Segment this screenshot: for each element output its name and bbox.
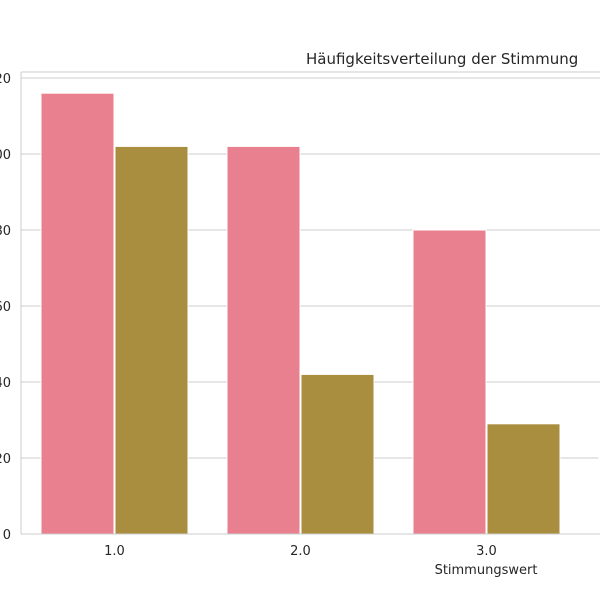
y-tick-label-40: 40 xyxy=(0,376,11,391)
bar-2.0-series-1 xyxy=(226,145,301,535)
y-tick-label-60: 60 xyxy=(0,300,11,315)
bar-2.0-series-2 xyxy=(300,373,375,535)
bar-3.0-series-1 xyxy=(412,229,487,535)
bar-1.0-series-1 xyxy=(40,92,115,535)
bar-3.0-series-2 xyxy=(486,423,561,535)
bars xyxy=(40,92,600,535)
y-tick-label-100: 100 xyxy=(0,148,11,163)
x-tick-labels: 1.0 2.0 3.0 xyxy=(104,544,497,559)
bar-1.0-series-2 xyxy=(114,145,189,535)
y-tick-labels: 0 20 40 60 80 100 120 xyxy=(0,72,11,543)
x-tick-label-3.0: 3.0 xyxy=(476,544,497,559)
chart-title: Häufigkeitsverteilung der Stimmung xyxy=(306,50,578,68)
x-tick-label-2.0: 2.0 xyxy=(290,544,311,559)
y-tick-label-80: 80 xyxy=(0,224,11,239)
axes xyxy=(20,71,600,535)
x-axis-title: Stimmungswert xyxy=(435,563,538,578)
y-tick-label-120: 120 xyxy=(0,72,11,87)
x-tick-label-1.0: 1.0 xyxy=(104,544,125,559)
y-tick-label-0: 0 xyxy=(3,528,11,543)
y-tick-label-20: 20 xyxy=(0,452,11,467)
